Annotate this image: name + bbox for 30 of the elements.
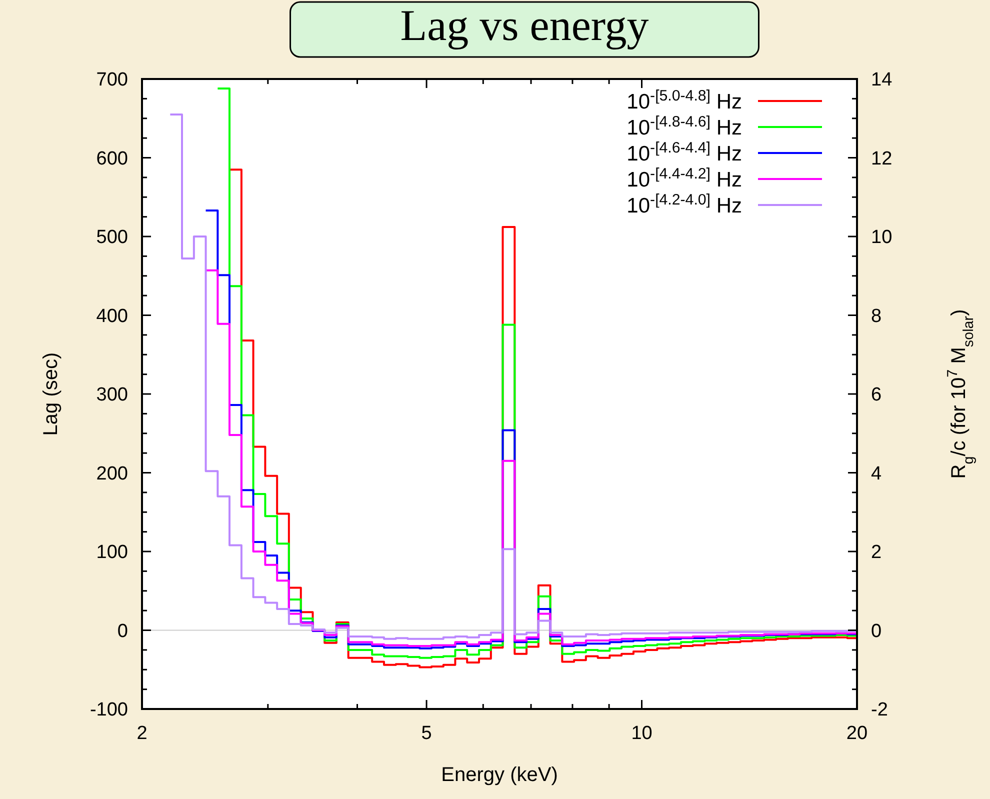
legend-label: 10$^{-[4.6-4.4]}$ Hz — [626, 138, 742, 166]
x-tick-label: 5 — [421, 723, 432, 744]
y2-tick-label: 10 — [871, 227, 892, 248]
y2-tick-label: 8 — [871, 306, 882, 327]
y2-tick-label: 12 — [871, 148, 892, 170]
y-tick-label: 200 — [96, 463, 128, 484]
y2-tick-label: 0 — [871, 620, 882, 642]
legend-label: 10$^{-[4.8-4.6]}$ Hz — [626, 112, 742, 140]
x-tick-label: 2 — [136, 723, 148, 744]
y-axis-title: Lag (sec) — [40, 352, 62, 436]
y-tick-label: -100 — [90, 700, 128, 721]
y-tick-label: 300 — [96, 384, 128, 406]
x-tick-label: 20 — [846, 723, 868, 744]
x-axis-title: Energy (keV) — [441, 764, 558, 786]
legend-label: 10$^{-[4.4-4.2]}$ Hz — [626, 164, 742, 192]
legend-label: 10$^{-[4.2-4.0]}$ Hz — [626, 190, 742, 218]
y2-tick-label: 6 — [871, 384, 882, 406]
y-tick-label: 400 — [96, 306, 128, 327]
y-tick-label: 700 — [96, 70, 128, 91]
y-tick-label: 0 — [117, 620, 128, 642]
x-tick-label: 10 — [631, 723, 652, 744]
y2-tick-label: 2 — [871, 542, 882, 564]
y2-tick-label: 14 — [871, 70, 893, 91]
y-tick-label: 600 — [96, 148, 128, 170]
y-tick-label: 100 — [96, 542, 128, 564]
y2-tick-label: 4 — [871, 463, 882, 484]
y2-tick-label: -2 — [871, 700, 888, 721]
y-tick-label: 500 — [96, 227, 128, 248]
chart-title: Lag vs energy — [400, 1, 649, 50]
legend-label: 10$^{-[5.0-4.8]}$ Hz — [626, 86, 742, 114]
